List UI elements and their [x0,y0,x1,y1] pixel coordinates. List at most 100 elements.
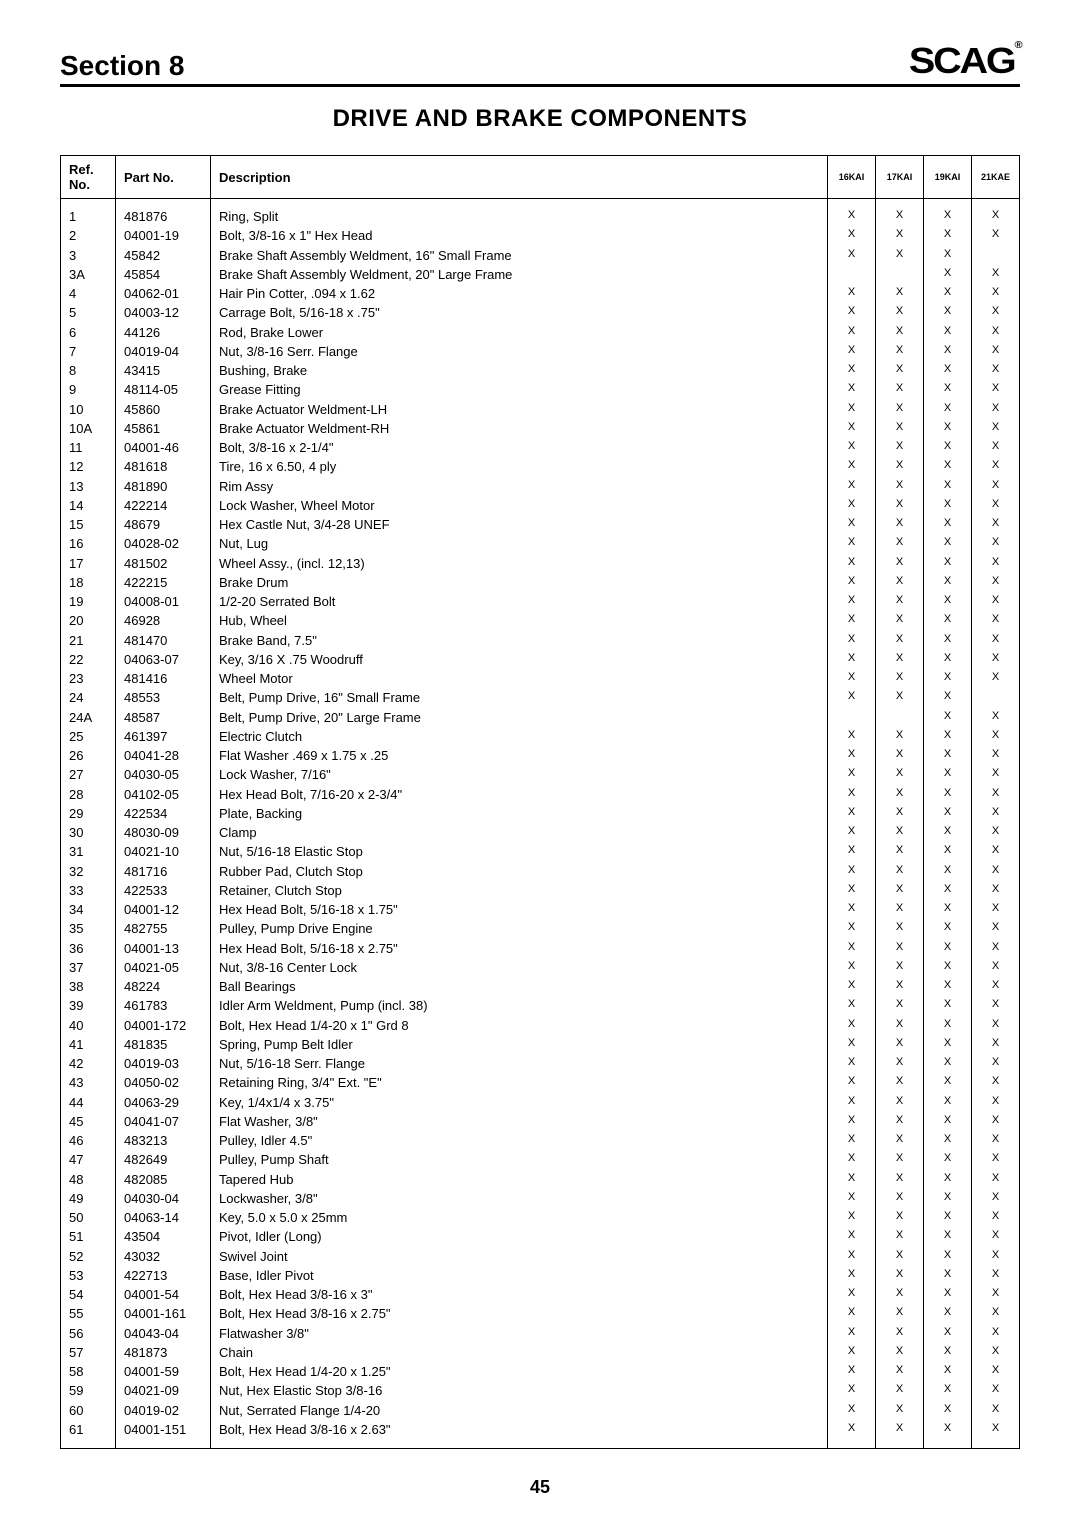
cell-mark: X [828,304,876,323]
cell-desc: Base, Idler Pivot [211,1266,828,1285]
table-row: 18422215Brake DrumXXXX [61,573,1020,592]
cell-mark: X [876,650,924,669]
cell-mark: X [972,535,1020,554]
cell-mark: X [924,958,972,977]
cell-ref: 2 [61,227,116,246]
cell-mark: X [924,997,972,1016]
cell-mark: X [828,785,876,804]
cell-mark: X [972,766,1020,785]
cell-mark: X [972,265,1020,284]
table-row: 4204019-03Nut, 5/16-18 Serr. FlangeXXXX [61,1055,1020,1074]
cell-mark: X [924,1151,972,1170]
cell-part: 04102-05 [116,785,211,804]
cell-part: 481716 [116,862,211,881]
cell-mark: X [972,439,1020,458]
cell-mark: X [876,381,924,400]
cell-ref: 35 [61,920,116,939]
table-row: 1045860Brake Actuator Weldment-LHXXXX [61,400,1020,419]
cell-desc: Nut, Serrated Flange 1/4-20 [211,1401,828,1420]
cell-desc: Tire, 16 x 6.50, 4 ply [211,458,828,477]
cell-mark: X [876,824,924,843]
cell-desc: Brake Shaft Assembly Weldment, 20" Large… [211,265,828,284]
cell-mark: X [828,199,876,227]
cell-mark: X [972,199,1020,227]
cell-ref: 61 [61,1420,116,1448]
cell-ref: 43 [61,1074,116,1093]
cell-mark: X [924,362,972,381]
cell-part: 48587 [116,708,211,727]
cell-part: 04001-161 [116,1305,211,1324]
cell-mark: X [972,1093,1020,1112]
cell-mark: X [876,1324,924,1343]
cell-mark: X [972,1363,1020,1382]
table-row: 29422534Plate, BackingXXXX [61,804,1020,823]
cell-desc: Nut, 3/8-16 Serr. Flange [211,342,828,361]
cell-ref: 1 [61,199,116,227]
cell-mark: X [828,1209,876,1228]
cell-ref: 7 [61,342,116,361]
cell-mark: X [828,1324,876,1343]
cell-mark: X [924,1286,972,1305]
cell-desc: Nut, 5/16-18 Elastic Stop [211,843,828,862]
cell-desc: Bolt, Hex Head 3/8-16 x 2.75" [211,1305,828,1324]
cell-mark: X [972,843,1020,862]
cell-ref: 39 [61,997,116,1016]
cell-mark: X [876,535,924,554]
col-mark-0: 16KAI [828,156,876,199]
table-row: 1548679Hex Castle Nut, 3/4-28 UNEFXXXX [61,516,1020,535]
table-row: 3604001-13Hex Head Bolt, 5/16-18 x 2.75"… [61,939,1020,958]
cell-mark: X [972,747,1020,766]
table-row: 504003-12Carrage Bolt, 5/16-18 x .75"XXX… [61,304,1020,323]
cell-desc: Pulley, Idler 4.5" [211,1132,828,1151]
cell-desc: Idler Arm Weldment, Pump (incl. 38) [211,997,828,1016]
cell-part: 483213 [116,1132,211,1151]
cell-mark: X [876,747,924,766]
cell-mark: X [876,1209,924,1228]
table-row: 4004001-172Bolt, Hex Head 1/4-20 x 1" Gr… [61,1016,1020,1035]
cell-mark: X [828,939,876,958]
table-row: 4504041-07Flat Washer, 3/8"XXXX [61,1112,1020,1131]
cell-ref: 34 [61,901,116,920]
table-row: 5243032Swivel JointXXXX [61,1247,1020,1266]
table-row: 843415Bushing, BrakeXXXX [61,362,1020,381]
cell-mark: X [876,766,924,785]
cell-mark: X [876,612,924,631]
cell-ref: 57 [61,1343,116,1362]
cell-mark: X [924,939,972,958]
cell-mark: X [876,1343,924,1362]
cell-part: 04001-46 [116,439,211,458]
cell-desc: Nut, 5/16-18 Serr. Flange [211,1055,828,1074]
cell-mark: X [972,881,1020,900]
cell-mark: X [828,881,876,900]
cell-ref: 22 [61,650,116,669]
cell-mark: X [924,670,972,689]
cell-mark: X [876,689,924,708]
table-row: 1604028-02Nut, LugXXXX [61,535,1020,554]
cell-part: 45842 [116,246,211,265]
cell-desc: Lock Washer, Wheel Motor [211,496,828,515]
cell-mark: X [972,1035,1020,1054]
cell-desc: Key, 5.0 x 5.0 x 25mm [211,1209,828,1228]
table-row: 5004063-14Key, 5.0 x 5.0 x 25mmXXXX [61,1209,1020,1228]
table-row: 39461783Idler Arm Weldment, Pump (incl. … [61,997,1020,1016]
cell-mark: X [972,708,1020,727]
cell-part: 04021-09 [116,1382,211,1401]
cell-ref: 4 [61,285,116,304]
cell-mark: X [924,1132,972,1151]
cell-mark: X [924,1035,972,1054]
cell-mark: X [972,554,1020,573]
table-row: 33422533Retainer, Clutch StopXXXX [61,881,1020,900]
cell-mark: X [972,824,1020,843]
cell-ref: 30 [61,824,116,843]
cell-mark: X [828,804,876,823]
cell-ref: 28 [61,785,116,804]
cell-desc: Rubber Pad, Clutch Stop [211,862,828,881]
cell-mark: X [828,1420,876,1448]
table-row: 5804001-59Bolt, Hex Head 1/4-20 x 1.25"X… [61,1363,1020,1382]
table-row: 2204063-07Key, 3/16 X .75 WoodruffXXXX [61,650,1020,669]
cell-mark: X [876,958,924,977]
cell-mark: X [876,1074,924,1093]
cell-mark: X [972,804,1020,823]
cell-mark: X [876,670,924,689]
cell-mark: X [876,496,924,515]
